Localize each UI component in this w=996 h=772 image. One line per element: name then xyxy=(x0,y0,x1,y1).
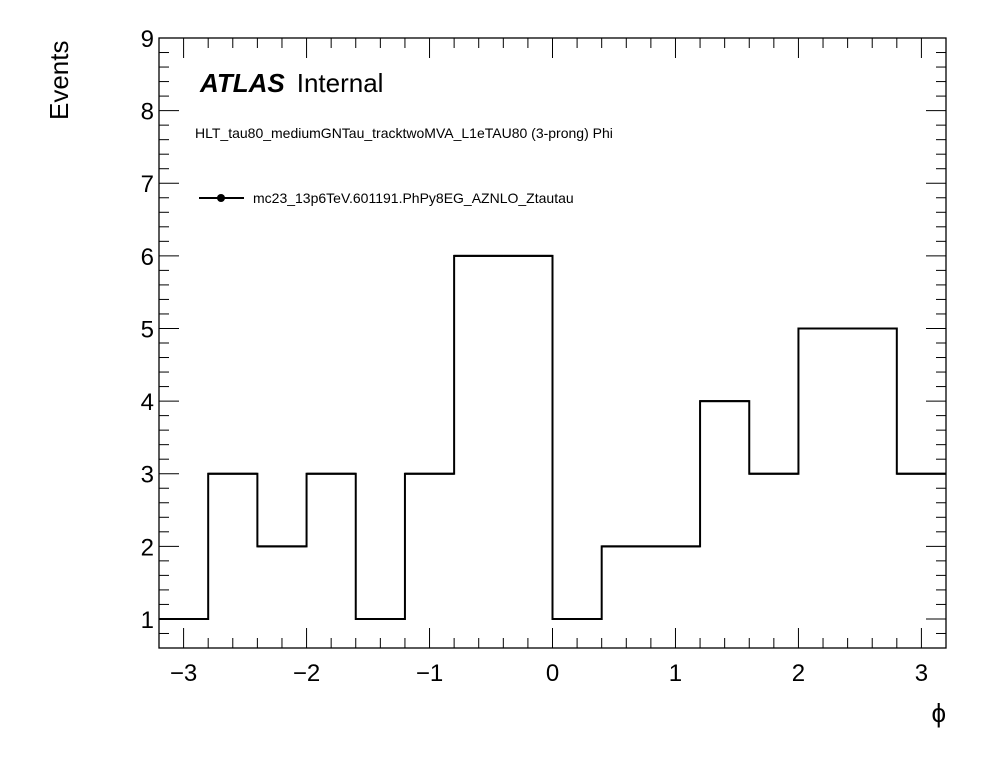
y-tick-label: 5 xyxy=(141,316,154,343)
x-tick-label: −1 xyxy=(416,660,443,687)
x-tick-label: 1 xyxy=(669,660,682,687)
legend-point-marker xyxy=(217,194,225,202)
y-tick-label: 3 xyxy=(141,462,154,489)
x-axis-title: ϕ xyxy=(931,698,946,728)
atlas-label: ATLAS Internal xyxy=(199,68,383,98)
x-tick-label: 0 xyxy=(546,660,559,687)
x-tick-label: 3 xyxy=(915,660,928,687)
selection-label: HLT_tau80_mediumGNTau_tracktwoMVA_L1eTAU… xyxy=(195,125,613,141)
x-tick-label: −3 xyxy=(170,660,197,687)
y-tick-label: 9 xyxy=(141,26,154,53)
x-tick-label: 2 xyxy=(792,660,805,687)
minor-ticks xyxy=(158,38,947,649)
y-tick-label: 2 xyxy=(141,534,154,561)
legend-entry-text: mc23_13p6TeV.601191.PhPy8EG_AZNLO_Ztauta… xyxy=(253,190,574,206)
plot-frame xyxy=(158,37,947,649)
y-axis-title: Events xyxy=(44,41,74,121)
y-tick-label: 4 xyxy=(141,389,154,416)
atlas-status-label: Internal xyxy=(297,68,384,98)
y-tick-label: 7 xyxy=(141,171,154,198)
y-tick-labels: 1 2 3 4 5 6 7 8 9 xyxy=(141,26,154,634)
y-tick-label: 6 xyxy=(141,244,154,271)
x-tick-label: −2 xyxy=(293,660,320,687)
atlas-experiment-label: ATLAS xyxy=(199,68,285,98)
y-tick-label: 1 xyxy=(141,607,154,634)
y-tick-label: 8 xyxy=(141,99,154,126)
legend: mc23_13p6TeV.601191.PhPy8EG_AZNLO_Ztauta… xyxy=(199,190,574,206)
series-layer xyxy=(159,254,946,620)
x-tick-labels: −3 −2 −1 0 1 2 3 xyxy=(170,660,928,687)
